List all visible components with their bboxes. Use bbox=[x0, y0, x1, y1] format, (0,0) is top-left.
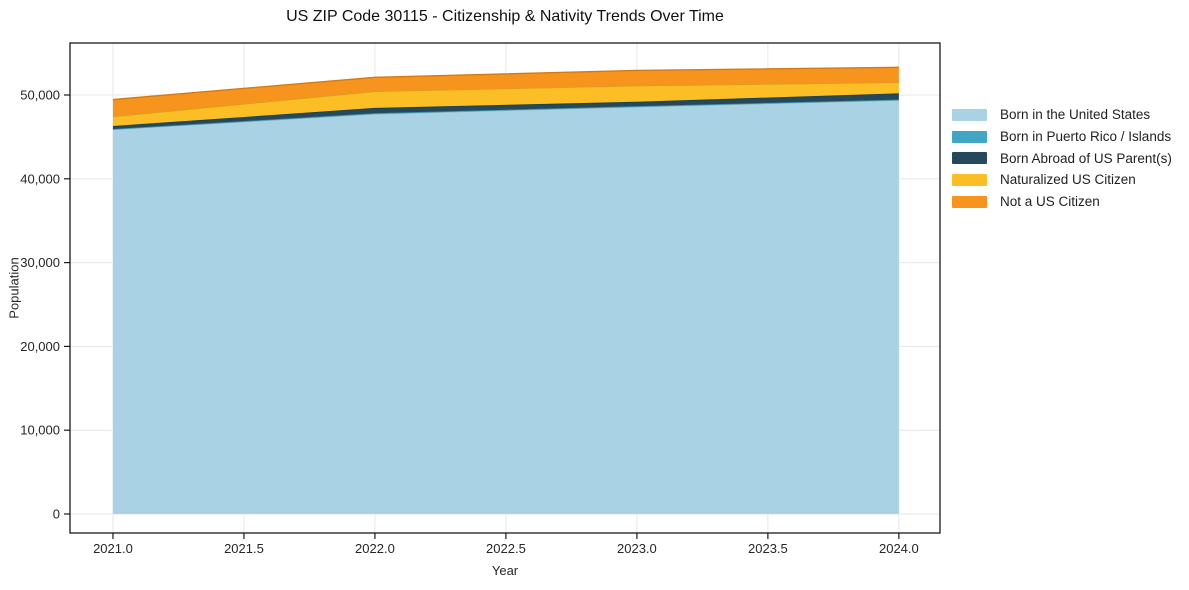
legend-item: Born in Puerto Rico / Islands bbox=[952, 126, 1172, 148]
x-tick-label: 2021.5 bbox=[224, 541, 264, 556]
legend-swatch bbox=[952, 130, 987, 143]
y-axis-label: Population bbox=[6, 257, 22, 319]
area-series-2 bbox=[112, 93, 899, 129]
x-tick-label: 2023.0 bbox=[617, 541, 657, 556]
legend-swatch bbox=[952, 108, 987, 121]
y-tick-label: 20,000 bbox=[20, 339, 60, 354]
x-axis-label: Year bbox=[491, 563, 519, 578]
y-tick-label: 40,000 bbox=[20, 171, 60, 186]
x-tick-label: 2022.5 bbox=[486, 541, 526, 556]
area-series-4 bbox=[112, 67, 899, 117]
area-series-3 bbox=[112, 82, 899, 127]
legend-item: Born in the United States bbox=[952, 104, 1172, 126]
legend-item: Born Abroad of US Parent(s) bbox=[952, 147, 1172, 169]
y-tick-label: 10,000 bbox=[20, 423, 60, 438]
legend-label: Born in Puerto Rico / Islands bbox=[1000, 129, 1172, 145]
chart-title: US ZIP Code 30115 - Citizenship & Nativi… bbox=[286, 8, 724, 25]
legend-item: Not a US Citizen bbox=[952, 191, 1172, 213]
legend: Born in the United States Born in Puerto… bbox=[952, 104, 1172, 212]
x-tick-label: 2021.0 bbox=[93, 541, 133, 556]
y-tick-label: 50,000 bbox=[20, 87, 60, 102]
legend-swatch bbox=[952, 173, 987, 186]
legend-item: Naturalized US Citizen bbox=[952, 169, 1172, 191]
legend-label: Naturalized US Citizen bbox=[1000, 172, 1136, 188]
legend-label: Born Abroad of US Parent(s) bbox=[1000, 150, 1172, 166]
plot-frame bbox=[69, 42, 941, 534]
area-series-0 bbox=[112, 100, 899, 515]
area-edge-4 bbox=[112, 66, 899, 101]
y-tick-label: 0 bbox=[53, 507, 60, 522]
y-tick-label: 30,000 bbox=[20, 255, 60, 270]
x-tick-label: 2024.0 bbox=[879, 541, 919, 556]
legend-swatch bbox=[952, 195, 987, 208]
legend-label: Not a US Citizen bbox=[1000, 194, 1100, 210]
x-tick-label: 2022.0 bbox=[355, 541, 395, 556]
legend-swatch bbox=[952, 152, 987, 165]
x-tick-label: 2023.5 bbox=[748, 541, 788, 556]
legend-label: Born in the United States bbox=[1000, 107, 1151, 123]
